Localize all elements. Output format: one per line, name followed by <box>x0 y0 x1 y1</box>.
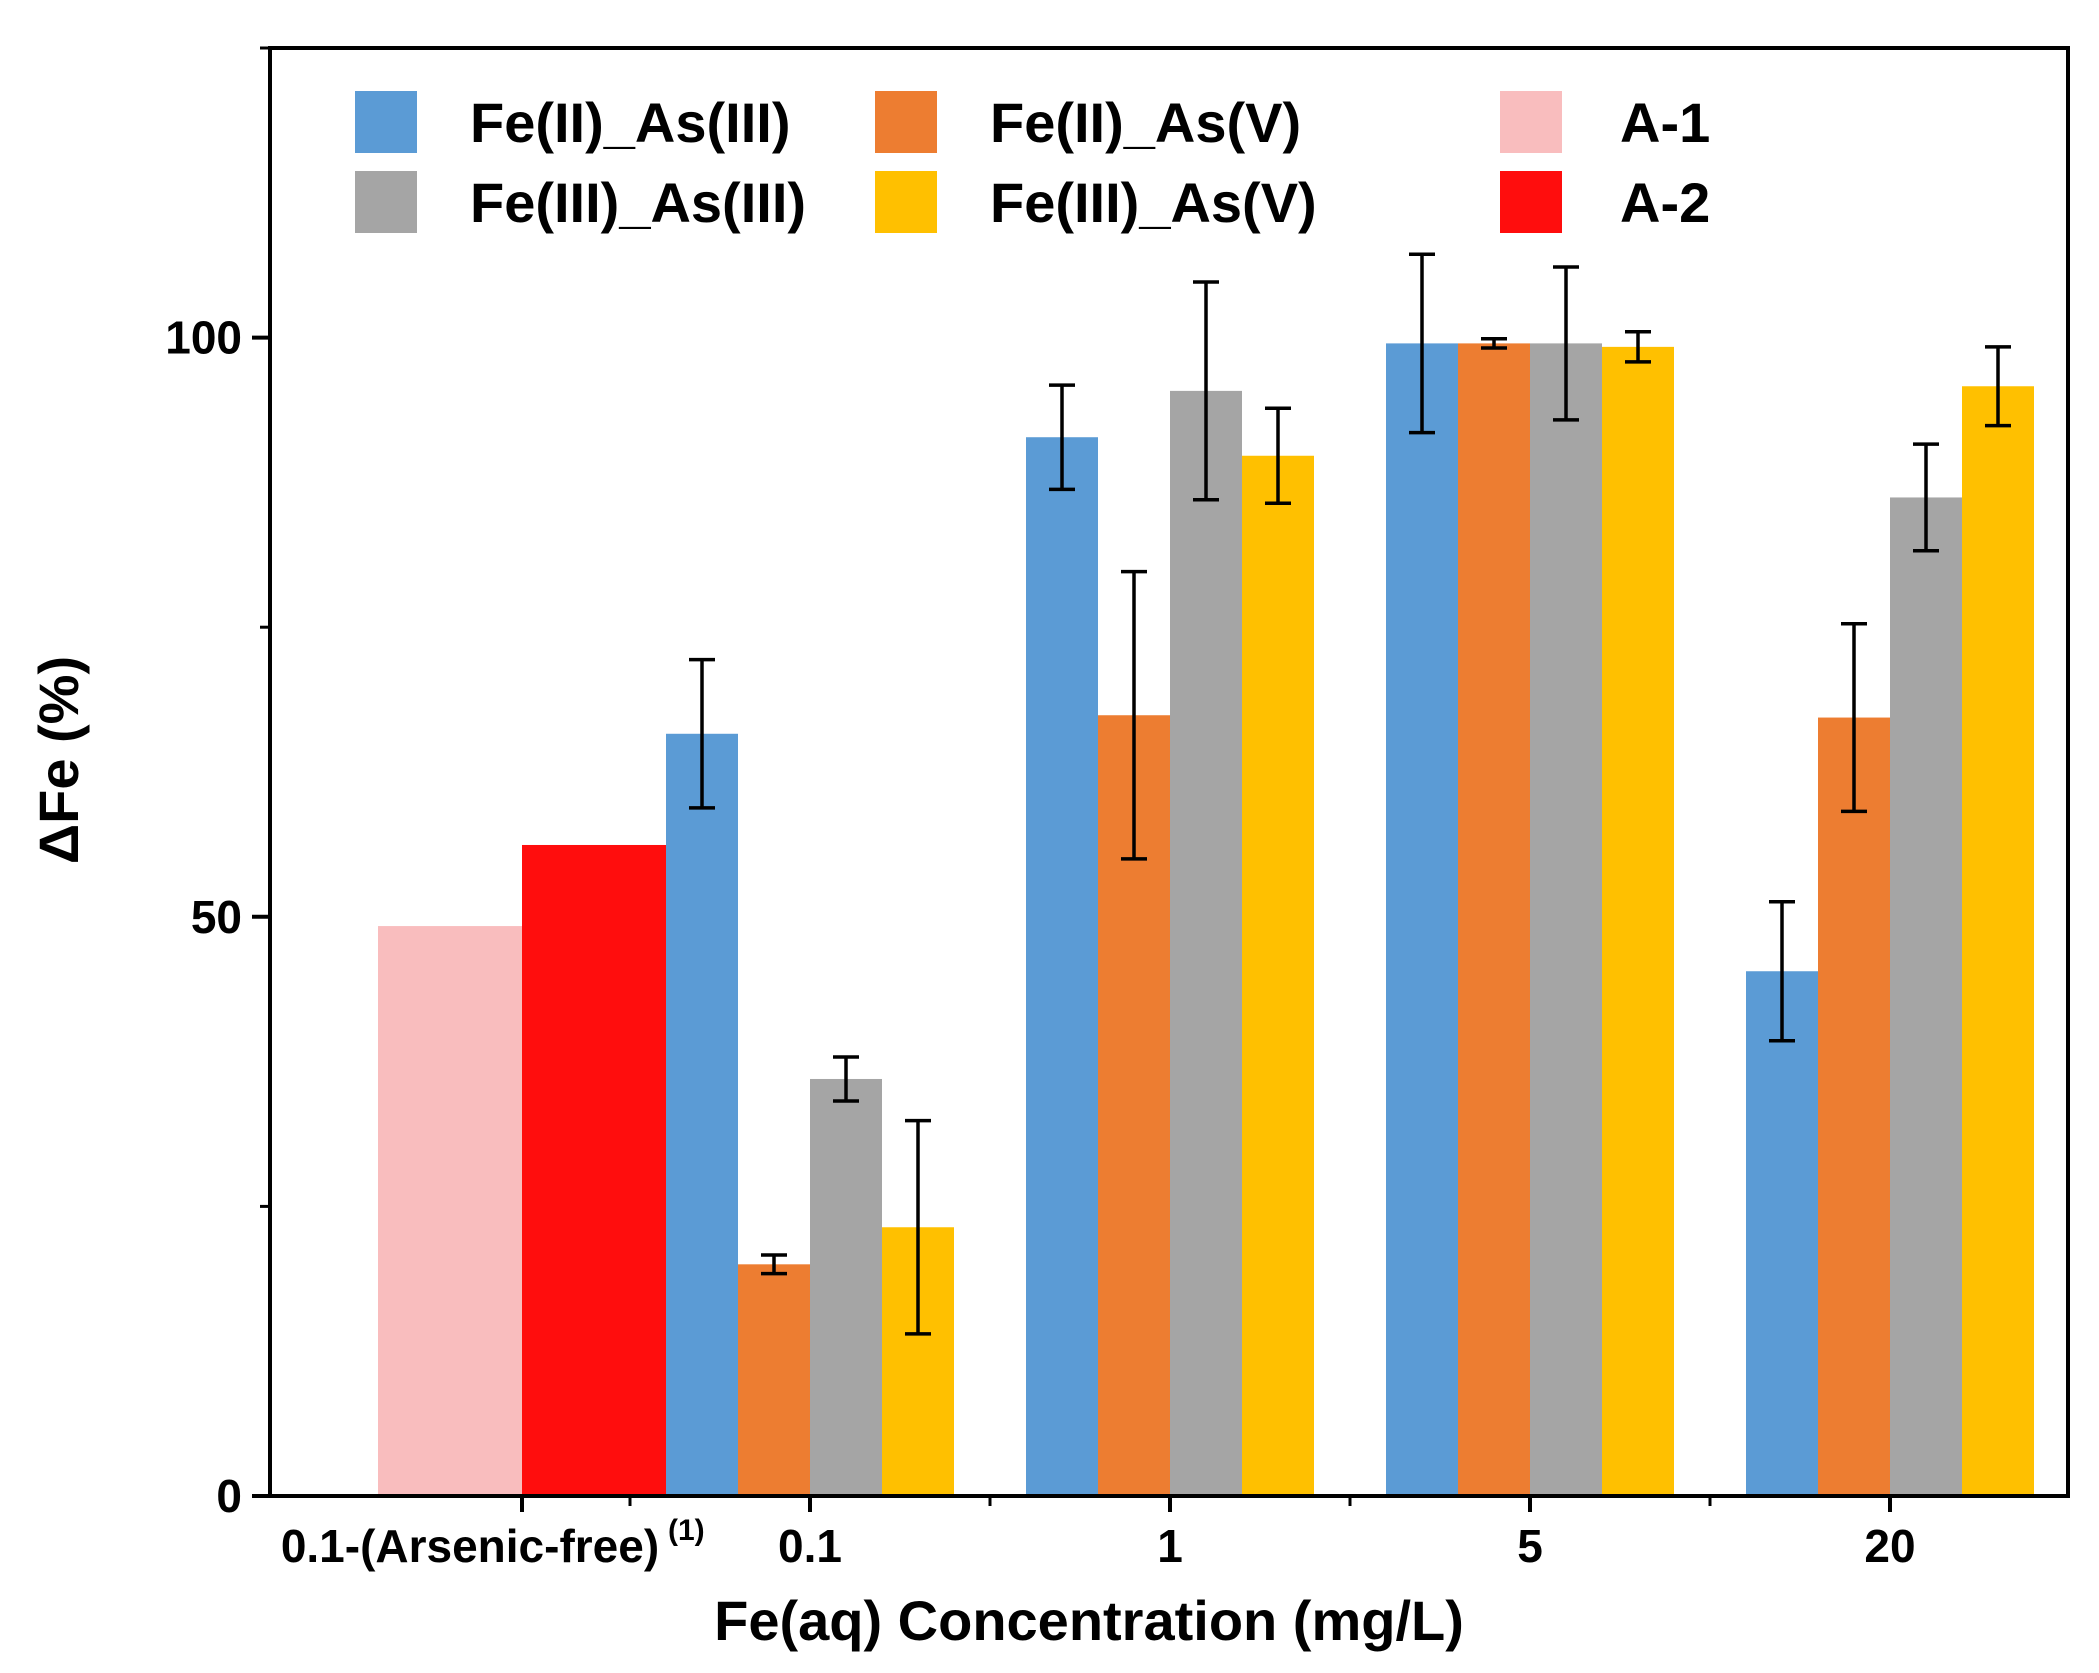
legend-label-fe-iii-as-v: Fe(III)_As(V) <box>990 171 1317 234</box>
legend-label-fe-ii-as-iii: Fe(II)_As(III) <box>470 91 790 154</box>
legend-swatch-fe-iii-as-iii <box>355 171 417 233</box>
error-bar-fe-ii-as-v-5 <box>1481 337 1507 350</box>
legend-label-fe-iii-as-iii: Fe(III)_As(III) <box>470 171 806 234</box>
ticks-layer: 0 50 100 0.1-(Arsenic-free) (1) 0.1 1 5 20 <box>165 46 1916 1572</box>
legend-label-fe-ii-as-v: Fe(II)_As(V) <box>990 91 1301 154</box>
legend-item-fe-ii-as-v: Fe(II)_As(V) <box>875 91 1301 154</box>
legend-label-a-1: A-1 <box>1620 91 1710 154</box>
error-bars-layer <box>689 252 2011 1336</box>
x-tick-label-0-1-arsenic-free: 0.1-(Arsenic-free) <box>281 1520 659 1572</box>
error-bar-fe-iii-as-iii-20 <box>1913 442 1939 553</box>
error-bar-fe-ii-as-v-20 <box>1841 621 1867 814</box>
legend-item-a-2: A-2 <box>1500 171 1710 234</box>
error-bar-fe-iii-as-iii-5 <box>1553 265 1579 422</box>
legend-swatch-a-1 <box>1500 91 1562 153</box>
error-bar-fe-iii-as-iii-0-1 <box>833 1055 859 1103</box>
legend: Fe(II)_As(III) Fe(II)_As(V) A-1 Fe(III)_As(… <box>355 91 1710 234</box>
legend-item-fe-iii-as-v: Fe(III)_As(V) <box>875 171 1317 234</box>
error-bar-fe-ii-as-v-1 <box>1121 569 1147 861</box>
y-axis-title: ΔFe (%) <box>27 656 90 864</box>
legend-item-a-1: A-1 <box>1500 91 1710 154</box>
error-bar-fe-ii-as-iii-5 <box>1409 252 1435 435</box>
x-tick-label-5: 5 <box>1517 1520 1543 1572</box>
bar-fe-iii-as-iii-5 <box>1530 343 1602 1497</box>
x-tick-label-0-1: 0.1 <box>778 1520 842 1572</box>
bar-fe-ii-as-iii-0-1 <box>666 733 738 1496</box>
bar-fe-iii-as-iii-20 <box>1890 497 1962 1496</box>
bar-fe-iii-as-v-5 <box>1602 346 1674 1496</box>
x-axis-title: Fe(aq) Concentration (mg/L) <box>714 1589 1464 1652</box>
bar-fe-iii-as-v-1 <box>1242 455 1314 1496</box>
legend-swatch-a-2 <box>1500 171 1562 233</box>
legend-item-fe-ii-as-iii: Fe(II)_As(III) <box>355 91 790 154</box>
error-bar-fe-iii-as-iii-1 <box>1193 280 1219 502</box>
legend-label-a-2: A-2 <box>1620 171 1710 234</box>
error-bar-fe-ii-as-iii-0-1 <box>689 657 715 810</box>
bar-fe-ii-as-v-5 <box>1458 343 1530 1497</box>
bar-a-1-0-1-arsenic-free <box>378 926 522 1496</box>
error-bar-fe-ii-as-v-0-1 <box>761 1253 787 1276</box>
error-bar-fe-iii-as-v-1 <box>1265 406 1291 506</box>
bar-fe-ii-as-v-20 <box>1818 717 1890 1496</box>
error-bar-fe-iii-as-v-5 <box>1625 330 1651 364</box>
y-tick-label-50: 50 <box>191 891 242 943</box>
error-bar-fe-iii-as-v-0-1 <box>905 1118 931 1336</box>
x-tick-label-superscript: (1) <box>668 1514 705 1547</box>
y-tick-label-0: 0 <box>216 1470 242 1522</box>
legend-item-fe-iii-as-iii: Fe(III)_As(III) <box>355 171 806 234</box>
bar-fe-ii-as-iii-20 <box>1746 971 1818 1496</box>
y-tick-label-100: 100 <box>165 312 242 364</box>
bars-layer <box>378 343 2034 1497</box>
bar-a-2-0-1-arsenic-free <box>522 844 666 1496</box>
legend-swatch-fe-ii-as-iii <box>355 91 417 153</box>
x-tick-label-20: 20 <box>1864 1520 1915 1572</box>
error-bar-fe-ii-as-iii-20 <box>1769 899 1795 1043</box>
bar-fe-ii-as-iii-5 <box>1386 343 1458 1497</box>
bar-fe-ii-as-v-0-1 <box>738 1264 810 1496</box>
bar-fe-iii-as-v-20 <box>1962 386 2034 1496</box>
bar-fe-iii-as-iii-1 <box>1170 390 1242 1496</box>
legend-swatch-fe-ii-as-v <box>875 91 937 153</box>
error-bar-fe-ii-as-iii-1 <box>1049 383 1075 492</box>
bar-fe-ii-as-iii-1 <box>1026 437 1098 1496</box>
bar-fe-iii-as-iii-0-1 <box>810 1078 882 1496</box>
error-bar-fe-iii-as-v-20 <box>1985 345 2011 428</box>
x-tick-label-1: 1 <box>1157 1520 1183 1572</box>
legend-swatch-fe-iii-as-v <box>875 171 937 233</box>
